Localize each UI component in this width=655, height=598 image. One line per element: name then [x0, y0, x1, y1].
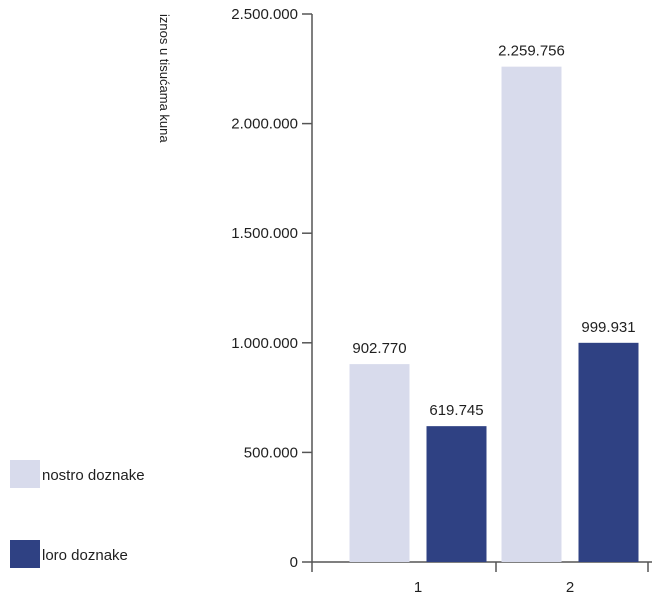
y-tick-label: 500.000: [244, 444, 298, 461]
bars: [349, 66, 639, 562]
data-label: 2.259.756: [498, 43, 565, 60]
bar-loro-2: [578, 342, 639, 562]
y-tick-label: 2.500.000: [231, 6, 298, 23]
y-axis: 0 500.000 1.000.000 1.500.000 2.000.000 2.500…: [231, 6, 313, 571]
data-label: 999.931: [581, 319, 635, 336]
x-tick-label: 2: [566, 579, 574, 596]
legend-label: loro doznake: [42, 547, 128, 564]
data-label: 619.745: [429, 402, 483, 419]
legend-label: nostro doznake: [42, 467, 145, 484]
legend-swatch: [10, 540, 40, 568]
data-label: 902.770: [352, 340, 406, 357]
data-labels: 902.770 619.745 2.259.756 999.931: [352, 43, 635, 419]
legend-swatch: [10, 460, 40, 488]
y-tick-label: 1.000.000: [231, 335, 298, 352]
y-axis-title: iznos u tisućama kuna: [157, 14, 172, 143]
y-tick-label: 2.000.000: [231, 116, 298, 133]
bar-loro-1: [426, 426, 487, 562]
y-tick-label: 1.500.000: [231, 225, 298, 242]
bar-nostro-1: [349, 364, 410, 562]
bar-nostro-2: [501, 66, 562, 562]
legend: nostro doznake loro doznake: [10, 460, 145, 568]
y-tick-label: 0: [290, 554, 298, 571]
x-tick-label: 1: [414, 579, 422, 596]
